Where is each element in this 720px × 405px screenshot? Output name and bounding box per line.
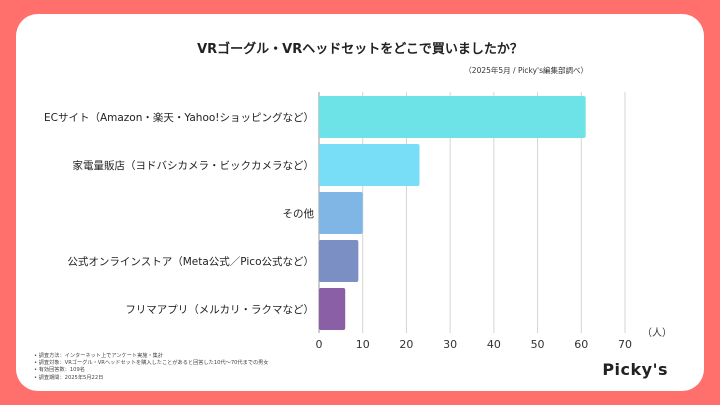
note-target: 調査対象：VRゴーグル・VRヘッドセットを購入したことがあると回答した10代〜7… [34,360,269,367]
note-responses: 有効回答数：109名 [34,367,269,374]
bar [319,96,586,138]
survey-notes: 調査方法：インターネット上でアンケート実施・集計 調査対象：VRゴーグル・VRヘ… [34,353,269,382]
x-tick-label: 50 [531,338,545,351]
bar [319,144,420,186]
chart-subtitle: （2025年5月 / Picky's編集部調べ） [464,66,588,75]
note-period: 調査期間：2025年5月22日 [34,375,269,382]
bar [319,240,359,282]
category-label: 公式オンラインストア（Meta公式／Pico公式など） [67,255,314,268]
x-tick-label: 30 [443,338,457,351]
chart-title: VRゴーグル・VRヘッドセットをどこで買いましたか？ [197,42,523,57]
x-tick-label: 10 [356,338,370,351]
bar [319,288,346,330]
x-tick-label: 40 [487,338,501,351]
x-tick-label: 70 [618,338,632,351]
x-tick-label: 0 [316,338,323,351]
category-label: ECサイト（Amazon・楽天・Yahoo!ショッピングなど） [44,111,314,124]
brand-logo: Picky's [602,360,668,379]
category-label: 家電量販店（ヨドバシカメラ・ビックカメラなど） [73,159,315,172]
x-tick-label: 20 [399,338,413,351]
note-method: 調査方法：インターネット上でアンケート実施・集計 [34,353,269,360]
x-tick-label: 60 [574,338,588,351]
category-label: フリマアプリ（メルカリ・ラクマなど） [125,304,314,316]
x-axis-unit-label: （人） [642,327,672,339]
bar [319,192,363,234]
category-label: その他 [283,207,315,220]
